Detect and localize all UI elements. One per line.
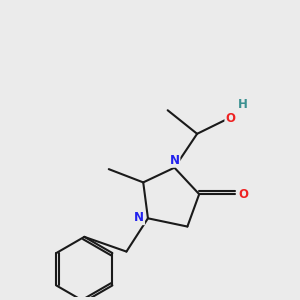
Text: O: O [238, 188, 249, 201]
Text: N: N [169, 154, 179, 167]
Text: O: O [225, 112, 236, 125]
Text: H: H [238, 98, 248, 111]
Text: N: N [134, 211, 144, 224]
